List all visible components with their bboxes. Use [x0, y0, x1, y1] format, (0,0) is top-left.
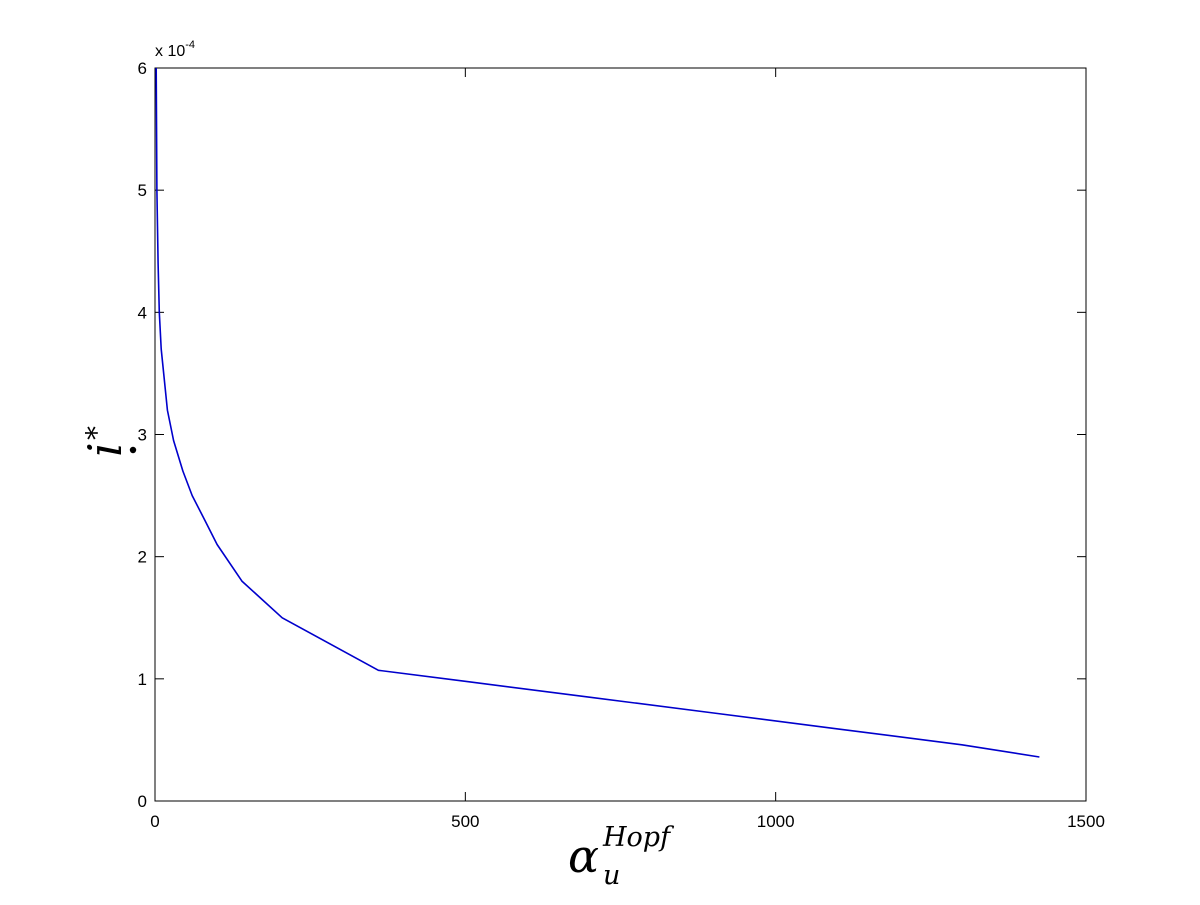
y-axis-symbol: i [78, 442, 132, 457]
y-tick-label: 6 [138, 59, 147, 78]
y-axis-superscript: * [80, 426, 113, 440]
x-tick-label: 500 [451, 812, 479, 831]
data-layer [155, 67, 1040, 758]
x-axis-subscript: u [603, 860, 620, 891]
y-multiplier-label: x 10-4 [155, 39, 195, 60]
y-tick-label: 0 [138, 792, 147, 811]
y-tick-label: 5 [138, 181, 147, 200]
y-axis-dot-accent [129, 446, 137, 454]
y-tick-label: 3 [138, 426, 147, 445]
y-tick-label: 4 [138, 303, 147, 322]
y-tick-label: 2 [138, 548, 147, 567]
x-tick-label: 1500 [1067, 812, 1105, 831]
y-axis-label: i * [78, 426, 137, 457]
x-tick-label: 1000 [757, 812, 795, 831]
y-tick-label: 1 [138, 670, 147, 689]
x-axis-symbol: α [568, 829, 599, 883]
ticks-layer: 0 500 1000 1500 0 1 2 3 4 5 6 [138, 59, 1105, 831]
x-axis-superscript: Hopf [602, 822, 674, 853]
x-tick-label: 0 [150, 812, 159, 831]
x-axis-label: α u Hopf [568, 822, 674, 891]
plot-area [154, 67, 1087, 802]
series-line-0 [155, 67, 1040, 758]
